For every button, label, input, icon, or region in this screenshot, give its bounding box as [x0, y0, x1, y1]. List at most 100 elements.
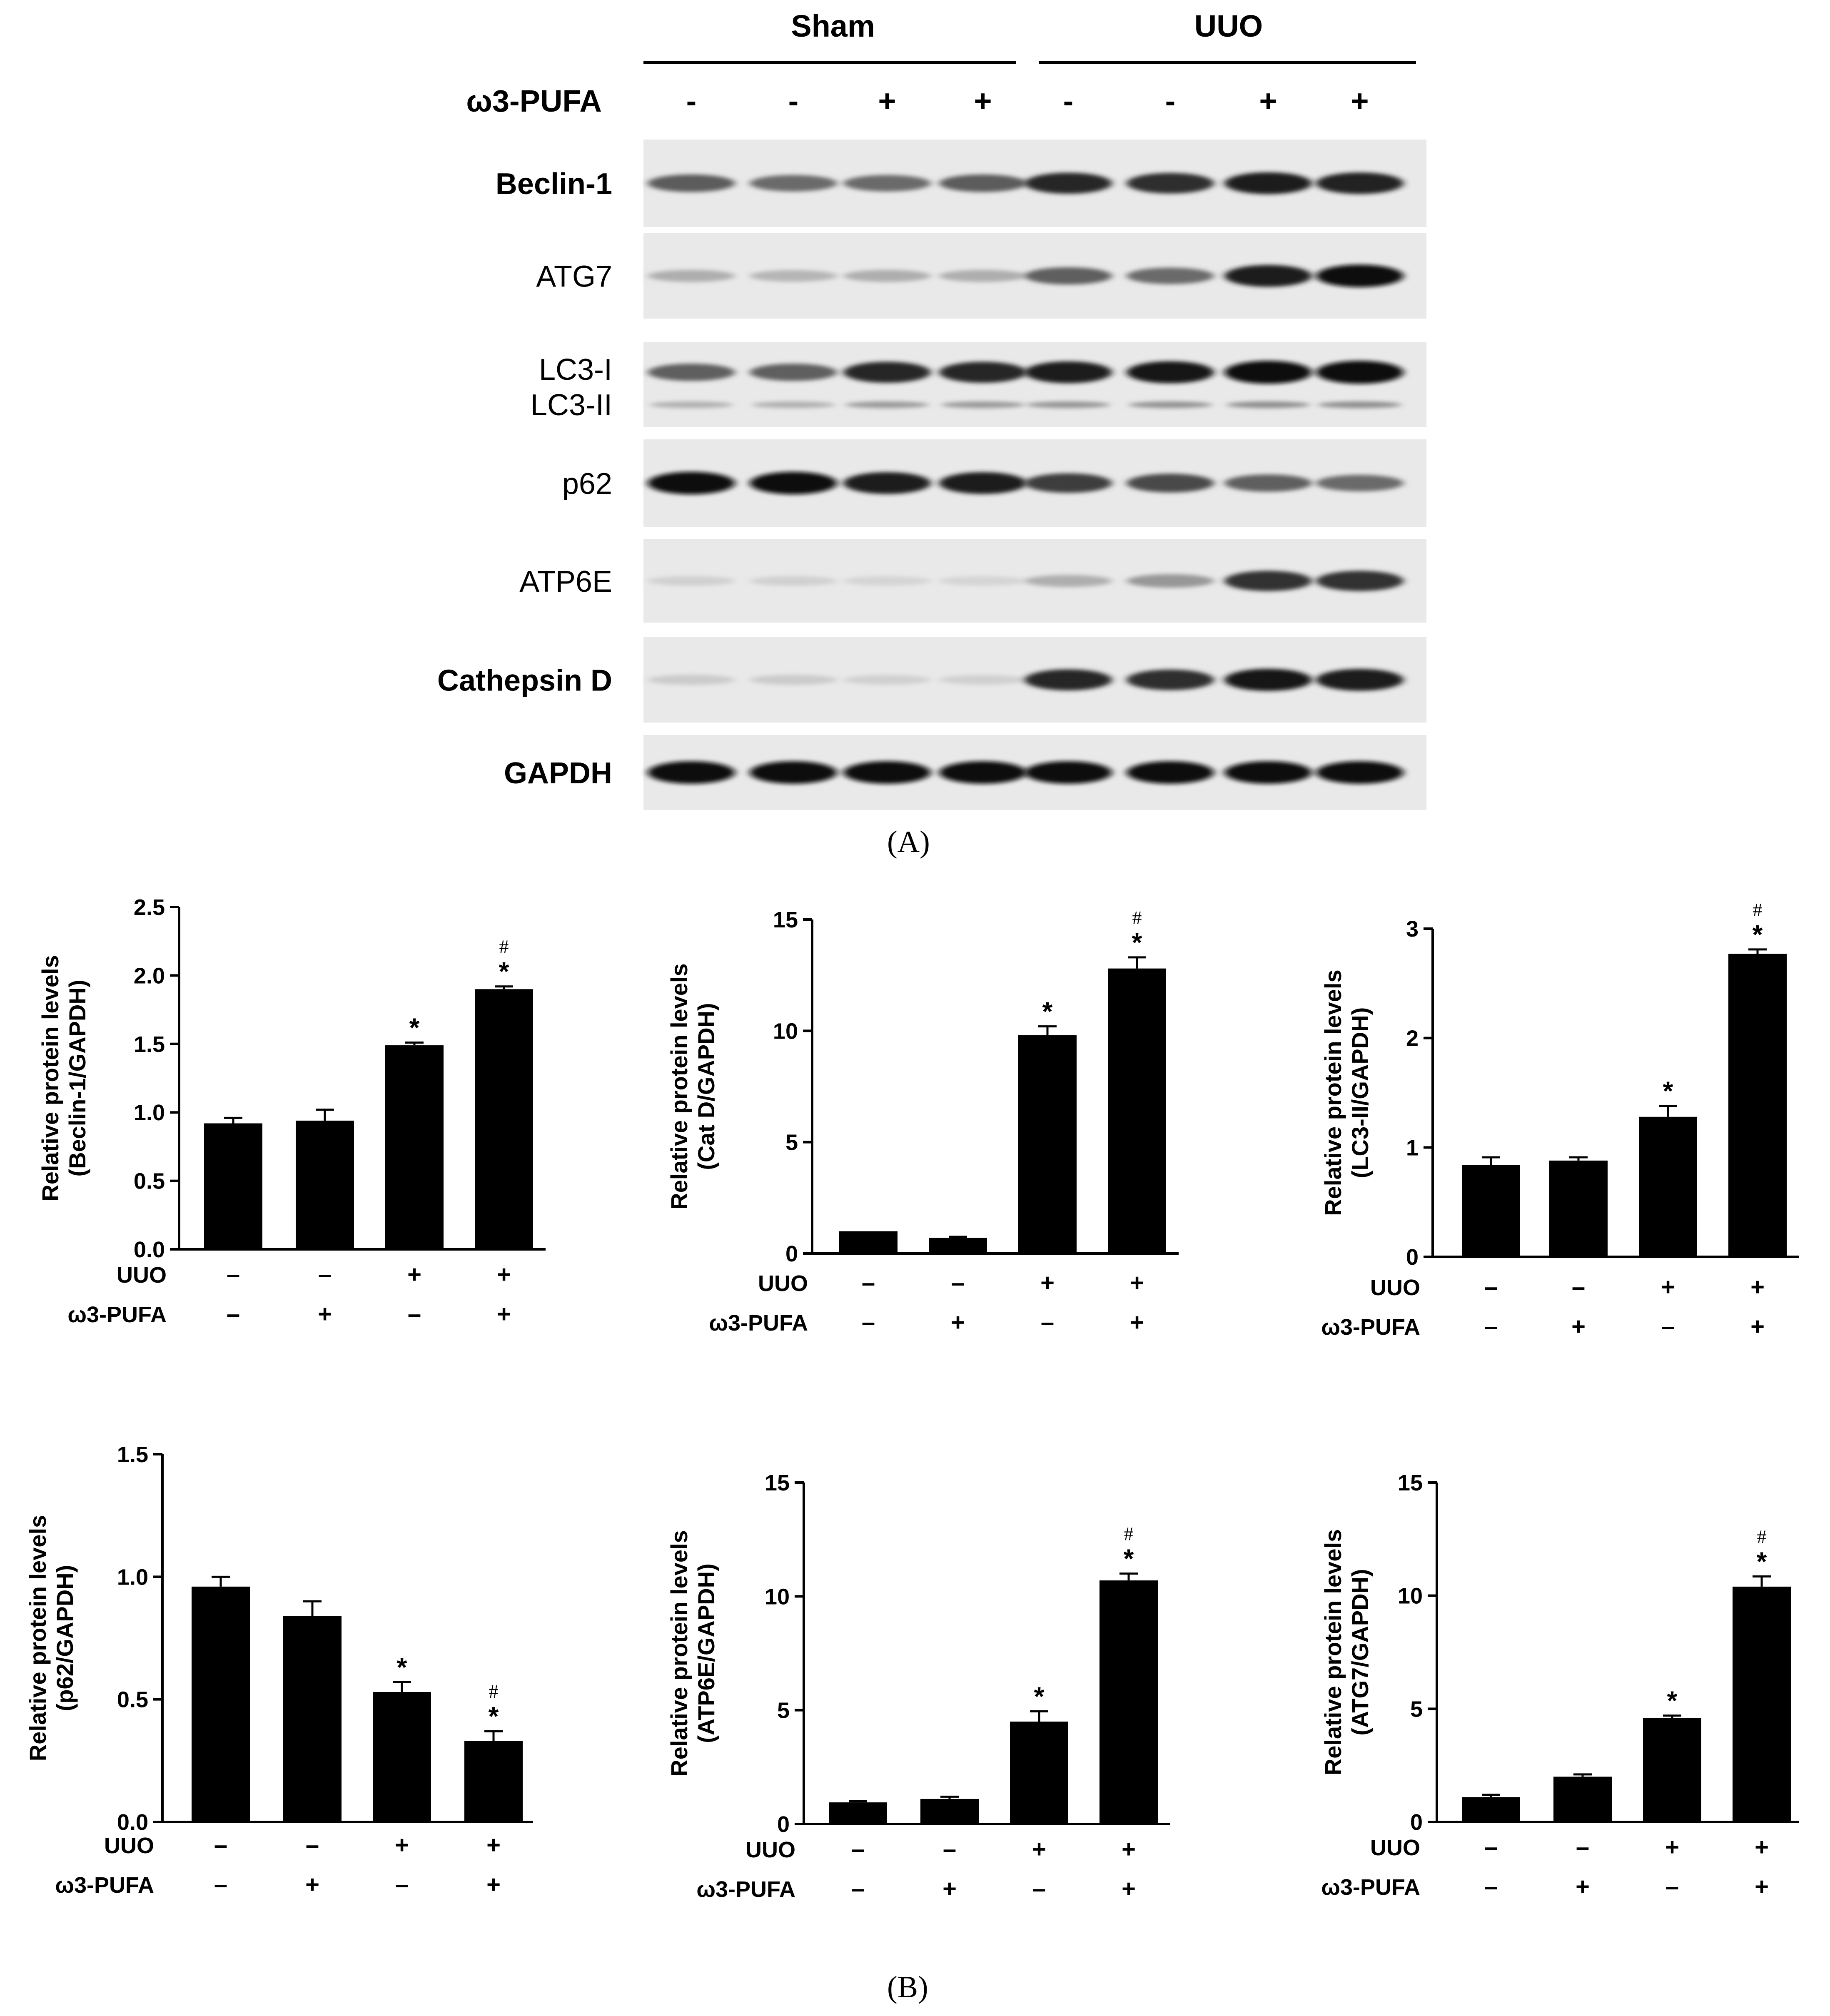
uuo-sign: – [943, 1836, 956, 1863]
blot-band [1316, 361, 1404, 384]
pufa-sign: + [942, 1875, 957, 1902]
y-tick-label: 3 [1406, 917, 1419, 942]
y-axis-label-sub: (LC3-II/GAPDH) [1347, 1007, 1373, 1179]
bar [1018, 1035, 1077, 1253]
treatment-label: ω3-PUFA [466, 84, 602, 118]
blot-row-label: Cathepsin D [437, 664, 612, 698]
y-axis-label: Relative protein levels [37, 955, 63, 1201]
uuo-sign: + [1755, 1834, 1769, 1861]
western-blot-panel: Sham UUO ω3-PUFA - - + + - - + + Beclin-1 ATG7 LC… [437, 9, 1426, 810]
blot-band [1316, 669, 1404, 691]
bar [1728, 954, 1787, 1257]
blot-strip [643, 342, 1426, 427]
bar [296, 1120, 354, 1249]
blot-band [843, 576, 931, 586]
y-tick-label: 1.0 [134, 1100, 165, 1125]
uuo-sign: – [227, 1261, 240, 1288]
blot-band [1316, 761, 1404, 784]
blot-band [750, 364, 837, 381]
bar [1553, 1777, 1612, 1822]
chart-lc3-ii: 0 1 2 3 Relative protein levels (LC3-II/GAPDH… [1320, 899, 1799, 1340]
pufa-sign: – [1041, 1309, 1054, 1336]
chart-atp6e: 0 5 10 15 Relative protein levels (ATP6E/GAPD… [666, 1470, 1170, 1902]
treatment-sign: + [878, 84, 896, 118]
blot-band-lower [650, 401, 733, 408]
y-tick-label: 1.5 [117, 1442, 148, 1467]
blot-row: Beclin-1 [496, 140, 1426, 227]
treatment-sign: - [1165, 84, 1176, 118]
y-tick-label: 15 [773, 907, 798, 932]
uuo-sign: + [497, 1261, 511, 1288]
uuo-sign: + [1665, 1834, 1679, 1861]
bar [1099, 1580, 1158, 1824]
blot-band [648, 174, 735, 192]
blot-row-label: ATP6E [519, 565, 612, 598]
significance-hash: # [1124, 1523, 1134, 1545]
bar [1108, 968, 1166, 1253]
row-label-pufa: ω3-PUFA [55, 1873, 154, 1898]
chart-beclin1: 0.0 0.5 1.0 1.5 2.0 2.5 Relative protein level… [37, 895, 546, 1328]
row-label-pufa: ω3-PUFA [1321, 1875, 1420, 1900]
blot-band [1127, 267, 1214, 284]
pufa-sign: + [1755, 1873, 1769, 1900]
y-axis-label-sub: (p62/GAPDH) [52, 1565, 78, 1712]
blot-band [750, 175, 837, 192]
bar [839, 1231, 898, 1253]
significance-star: * [397, 1652, 407, 1682]
blot-band [1224, 172, 1312, 194]
blot-band [939, 472, 1027, 494]
y-tick-label: 0 [1406, 1245, 1419, 1270]
significance-star: * [499, 957, 509, 987]
blot-band [648, 364, 735, 381]
y-tick-label: 0 [1410, 1810, 1423, 1835]
significance-star: * [1034, 1681, 1045, 1711]
pufa-sign: + [497, 1301, 511, 1328]
blot-band [648, 761, 735, 784]
y-tick-label: 2.5 [134, 895, 165, 920]
chart-atg7: 0 5 10 15 Relative protein levels (ATG7/GAPDH… [1320, 1470, 1799, 1900]
y-tick-label: 0 [777, 1812, 790, 1837]
y-tick-label: 1.5 [134, 1032, 165, 1057]
uuo-sign: + [1130, 1269, 1144, 1296]
blot-band [939, 761, 1027, 784]
blot-band [750, 270, 837, 282]
blot-row-label: p62 [562, 467, 612, 501]
bar [283, 1616, 342, 1822]
blot-band [1127, 761, 1214, 784]
bar [1010, 1722, 1068, 1824]
bar [373, 1692, 431, 1822]
blot-row-label: GAPDH [504, 757, 612, 790]
bar [929, 1238, 987, 1253]
y-tick-label: 5 [785, 1130, 798, 1155]
significance-hash: # [489, 1681, 499, 1702]
blot-row: p62 [562, 439, 1426, 527]
blot-band [1224, 668, 1312, 691]
y-axis-label: Relative protein levels [1320, 969, 1346, 1216]
uuo-sign: – [318, 1261, 332, 1288]
pufa-sign: – [1484, 1873, 1498, 1900]
blot-band-lower [1027, 401, 1110, 408]
bar [192, 1586, 250, 1822]
blot-band [939, 361, 1027, 383]
pufa-sign: – [851, 1875, 865, 1902]
bar [920, 1799, 979, 1824]
pufa-sign: + [1122, 1875, 1136, 1902]
significance-star: * [1124, 1544, 1134, 1574]
bar [1462, 1797, 1520, 1822]
blot-band [843, 361, 931, 383]
pufa-sign: + [1571, 1313, 1586, 1340]
y-tick-label: 10 [765, 1584, 790, 1609]
blot-band [1025, 761, 1112, 784]
row-label-pufa: ω3-PUFA [1321, 1315, 1420, 1340]
pufa-sign: – [1665, 1873, 1679, 1900]
pufa-sign: – [1484, 1313, 1498, 1340]
y-tick-label: 5 [1410, 1697, 1423, 1722]
blot-row-label-2: LC3-II [531, 389, 612, 422]
y-tick-label: 0.0 [117, 1810, 148, 1835]
uuo-sign: – [862, 1269, 875, 1296]
blot-band [843, 270, 931, 282]
blot-band [648, 270, 735, 282]
blot-row-label: Beclin-1 [496, 167, 612, 201]
blot-band [750, 576, 837, 586]
blot-row-label: ATG7 [536, 260, 612, 294]
